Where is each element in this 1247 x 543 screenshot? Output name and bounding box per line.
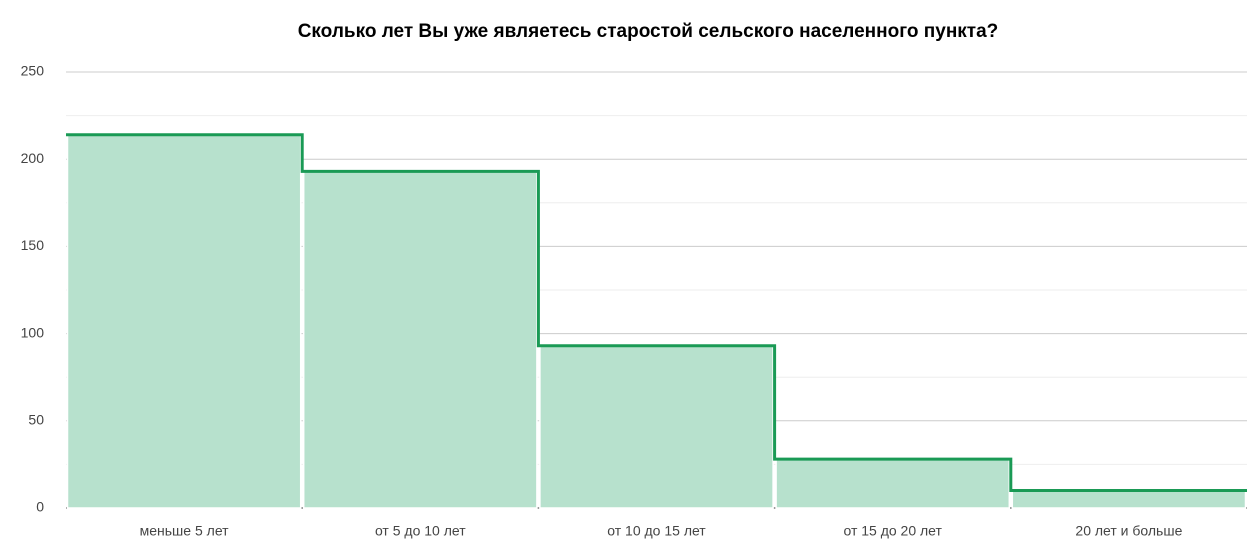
area-step xyxy=(539,345,774,509)
y-tick-label: 0 xyxy=(36,499,44,515)
x-tick-label: от 10 до 15 лет xyxy=(607,523,706,539)
y-tick-label: 100 xyxy=(21,324,45,340)
area-step xyxy=(302,170,538,509)
area-step xyxy=(66,134,302,509)
x-tick-label: от 15 до 20 лет xyxy=(843,523,942,539)
y-tick-label: 50 xyxy=(28,412,44,428)
x-tick-label: меньше 5 лет xyxy=(140,523,230,539)
area-step xyxy=(775,458,1011,509)
step-line xyxy=(66,133,1247,493)
chart-title: Сколько лет Вы уже являетесь старостой с… xyxy=(298,21,999,42)
x-tick-label: 20 лет и больше xyxy=(1075,523,1182,539)
y-tick-label: 200 xyxy=(21,150,45,166)
y-tick-label: 250 xyxy=(21,63,45,79)
area-step xyxy=(1011,489,1247,509)
y-tick-label: 150 xyxy=(21,237,45,253)
x-tick-label: от 5 до 10 лет xyxy=(375,523,466,539)
